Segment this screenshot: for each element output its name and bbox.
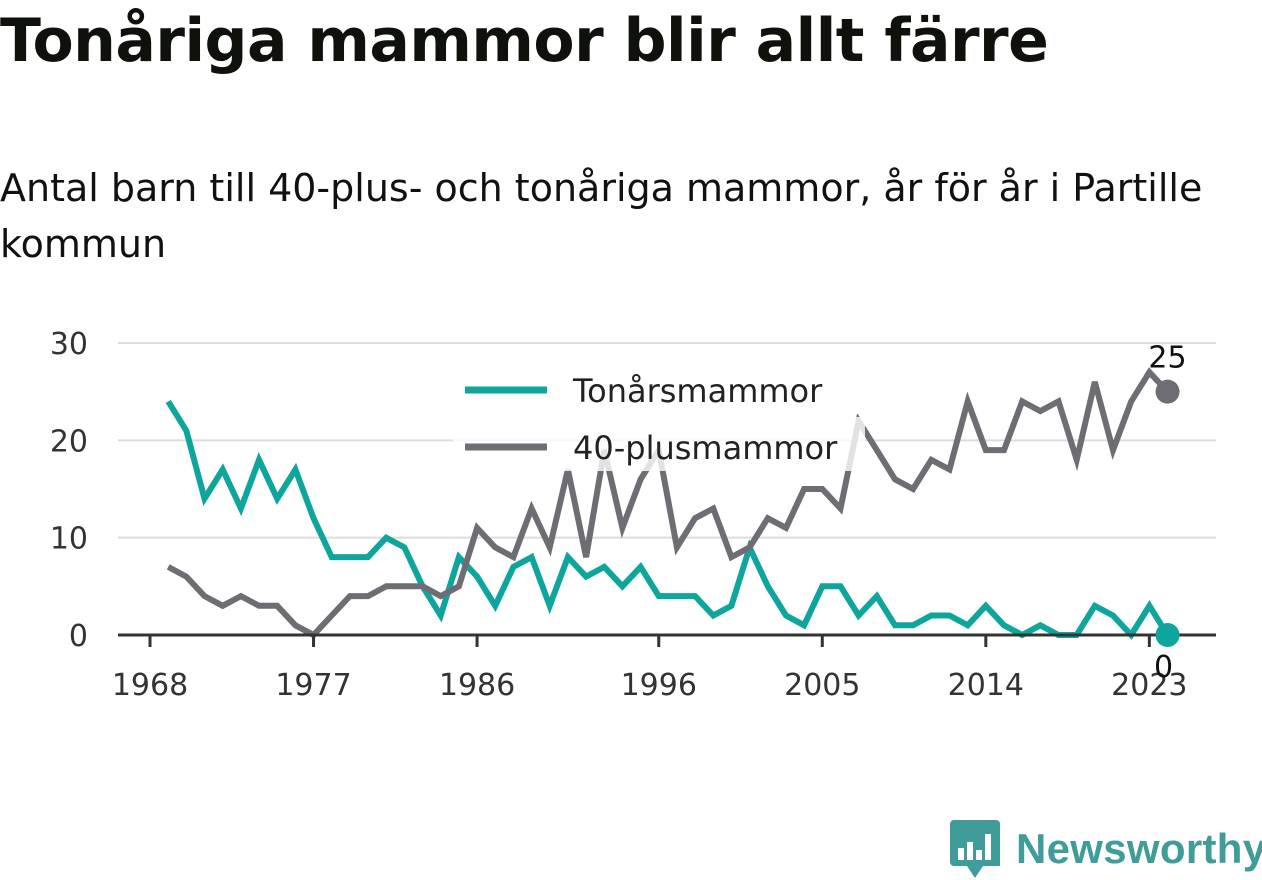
- axes: 0 10 20 30 1968 1977 1986 1996 2005 2014 2023: [50, 327, 1216, 703]
- newsworthy-logo-text: Newsworthy: [1016, 825, 1262, 872]
- end-label-40-plus: 25: [1148, 341, 1186, 376]
- x-tick-label: 2014: [948, 668, 1024, 703]
- legend: Tonårsmammor 40-plusmammor: [453, 360, 865, 471]
- newsworthy-logo-icon: [950, 820, 1000, 878]
- y-tick-label: 0: [69, 619, 88, 654]
- x-tick-label: 2023: [1111, 668, 1187, 703]
- chart-subtitle: Antal barn till 40-plus- och tonåriga ma…: [0, 166, 1203, 266]
- y-tick-label: 30: [50, 327, 88, 362]
- y-tick-label: 10: [50, 522, 88, 557]
- end-labels: 25 0: [1148, 341, 1186, 685]
- end-marker-40-plus: [1155, 379, 1180, 404]
- legend-label: 40-plusmammor: [573, 429, 838, 467]
- x-tick-label: 1977: [275, 668, 351, 703]
- x-tick-label: 1986: [439, 668, 515, 703]
- x-tick-label: 1968: [112, 668, 188, 703]
- x-tick-label: 2005: [784, 668, 860, 703]
- series-line-1: [166, 367, 1170, 639]
- legend-label: Tonårsmammor: [572, 372, 823, 410]
- y-tick-label: 20: [50, 424, 88, 459]
- end-marker-teen: [1155, 623, 1180, 647]
- series-line-0: [165, 399, 1171, 640]
- chart-title: Tonåriga mammor blir allt färre: [0, 6, 1049, 76]
- newsworthy-logo: Newsworthy: [950, 818, 1262, 880]
- series-lines: [165, 367, 1171, 640]
- x-tick-label: 1996: [621, 668, 697, 703]
- end-label-teen: 0: [1154, 650, 1173, 685]
